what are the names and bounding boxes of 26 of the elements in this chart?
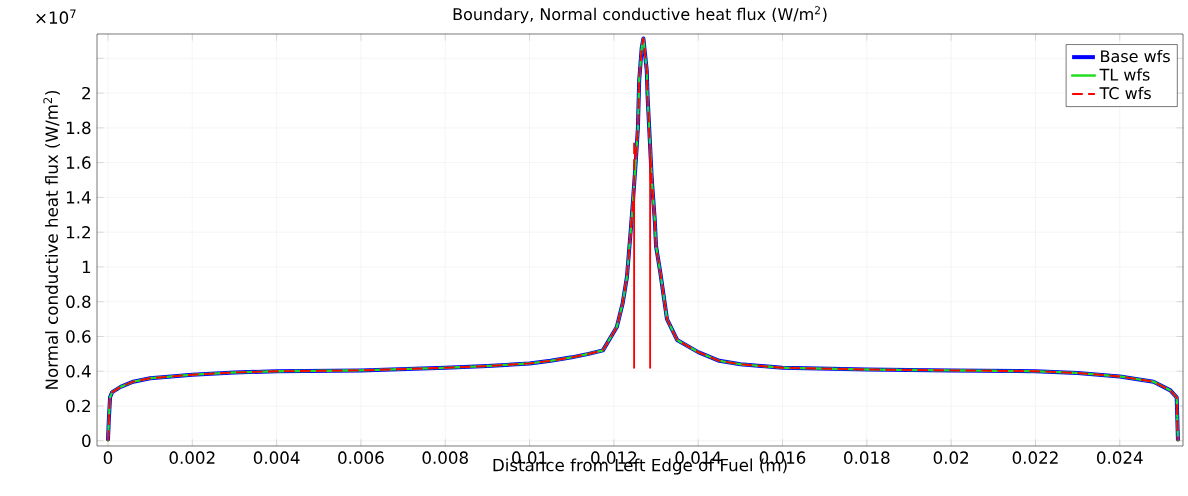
x-tick-label: 0.006 [338, 451, 384, 464]
y-tick-label: 2 [82, 86, 90, 100]
y-tick-label: 1.6 [66, 156, 91, 169]
x-tick-label: 0.018 [844, 451, 890, 464]
legend-label: TL wfs [1099, 68, 1150, 81]
y-tick-label: 1.4 [66, 191, 91, 204]
y-tick-label: 0 [82, 434, 91, 448]
x-tick-label: 0.02 [933, 451, 969, 464]
x-tick-label: 0 [103, 451, 113, 464]
y-tick-label: 1.2 [66, 225, 90, 239]
y-tick-label: 0.6 [66, 330, 91, 343]
chart-title: Boundary, Normal conductive heat flux (W/m$^{2}$) [453, 6, 827, 24]
text: ×10$^{7}$ [36, 9, 76, 24]
y-tick-label: 1 [82, 260, 91, 274]
x-tick-label: 0.008 [422, 451, 468, 464]
y-tick-label: 0.4 [66, 364, 91, 378]
x-tick-label: 0.022 [1012, 451, 1058, 464]
legend-label: TC wfs [1099, 86, 1151, 100]
y-tick-label: 1.8 [66, 121, 91, 135]
legend-label: Base wfs [1101, 49, 1170, 63]
x-tick-label: 0.004 [253, 451, 300, 464]
x-tick-label: 0.002 [169, 451, 215, 464]
y-tick-label: 0.8 [66, 295, 91, 309]
x-tick-label: 0.024 [1097, 451, 1143, 464]
y-tick-label: 0.2 [66, 399, 90, 413]
y-axis-title: Normal conductive heat flux (W/m$^{2}$) [43, 90, 60, 389]
